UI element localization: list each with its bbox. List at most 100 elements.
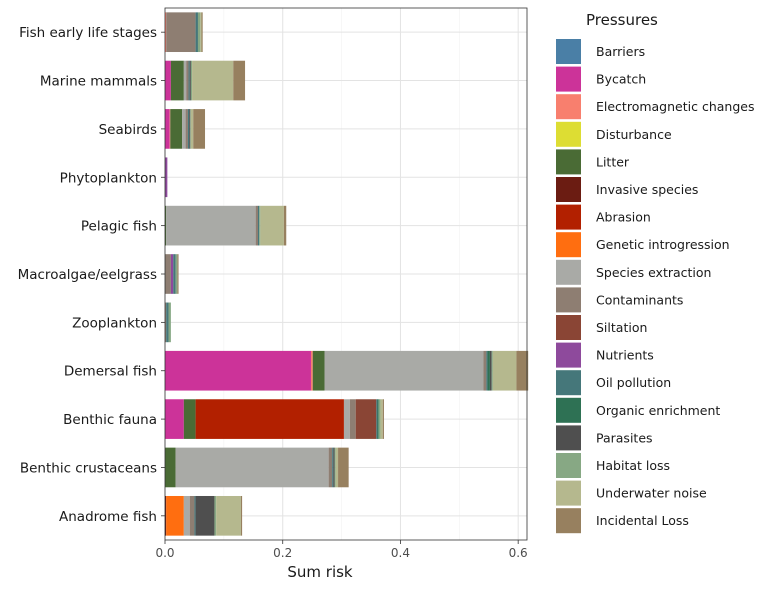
category-label: Demersal fish bbox=[64, 364, 157, 380]
legend-label: Habitat loss bbox=[596, 458, 670, 473]
legend-label: Siltation bbox=[596, 320, 647, 335]
legend-label: Abrasion bbox=[596, 210, 651, 225]
legend-label: Electromagnetic changes bbox=[596, 99, 754, 114]
legend-label: Genetic introgression bbox=[596, 237, 730, 252]
legend-label: Bycatch bbox=[596, 72, 646, 87]
x-tick-label: 0.4 bbox=[391, 546, 410, 560]
bar-segment-species-extraction bbox=[175, 447, 329, 488]
bar-segment-bycatch bbox=[165, 350, 311, 391]
bar-segment-contaminants bbox=[483, 350, 487, 391]
bar-segment-contaminants bbox=[165, 254, 171, 294]
legend-item-litter: Litter bbox=[556, 149, 630, 175]
bar-segment-siltation bbox=[355, 399, 377, 439]
bar-segment-underwater-noise bbox=[492, 350, 517, 391]
bar-segment-habitat-loss bbox=[259, 205, 261, 246]
legend-item-siltation: Siltation bbox=[556, 315, 647, 340]
legend-label: Species extraction bbox=[596, 265, 711, 280]
legend-key bbox=[556, 204, 581, 230]
bar-segment-contaminants bbox=[185, 109, 188, 149]
legend-item-organic-enrichment: Organic enrichment bbox=[556, 397, 720, 423]
bar-segment-litter bbox=[170, 109, 183, 149]
bar-group-phytoplankton bbox=[165, 157, 168, 198]
bar-segment-bycatch bbox=[165, 60, 171, 101]
x-axis-ticks: 0.0 0.2 0.4 0.6 bbox=[155, 540, 528, 560]
bar-segment-litter bbox=[170, 60, 184, 101]
bar-segment-habitat-loss bbox=[491, 350, 493, 391]
category-label: Phytoplankton bbox=[60, 170, 157, 186]
category-label: Benthic crustaceans bbox=[20, 460, 157, 476]
legend-title: Pressures bbox=[586, 11, 658, 29]
legend-key bbox=[556, 508, 581, 534]
bar-segment-contaminants bbox=[328, 447, 333, 488]
bar-segment-underwater-noise bbox=[260, 205, 284, 246]
bar-segment-habitat-loss bbox=[378, 399, 381, 439]
bar-segment-bycatch bbox=[165, 109, 170, 149]
bar-segment-habitat-loss bbox=[334, 447, 336, 488]
bar-segment-species-extraction bbox=[166, 205, 256, 246]
bar-segment-species-extraction bbox=[182, 109, 186, 149]
bar-group-pelagic-fish bbox=[165, 205, 287, 246]
legend-key bbox=[556, 315, 581, 340]
legend-item-species-extraction: Species extraction bbox=[556, 259, 711, 285]
bar-group-zooplankton bbox=[165, 302, 171, 343]
legend-key bbox=[556, 480, 581, 506]
bar-segment-incidental-loss bbox=[283, 205, 287, 246]
legend-item-incidental-loss: Incidental Loss bbox=[556, 508, 689, 534]
bar-segment-species-extraction bbox=[183, 60, 187, 101]
legend-item-abrasion: Abrasion bbox=[556, 204, 651, 230]
bar-segment-habitat-loss bbox=[175, 254, 178, 294]
legend: Barriers Bycatch Electromagnetic changes Di… bbox=[556, 39, 754, 534]
x-axis-title: Sum risk bbox=[287, 563, 353, 581]
legend-key bbox=[556, 121, 581, 147]
category-label: Seabirds bbox=[99, 122, 157, 138]
bar-segment-incidental-loss bbox=[193, 109, 206, 149]
legend-key bbox=[556, 94, 581, 120]
bar-segment-invasive-species bbox=[165, 495, 167, 536]
bar-segment-incidental-loss bbox=[382, 399, 384, 439]
legend-label: Nutrients bbox=[596, 348, 654, 363]
bar-segment-incidental-loss bbox=[201, 12, 203, 53]
bar-segment-litter bbox=[312, 350, 325, 391]
legend-key bbox=[556, 177, 581, 202]
legend-label: Disturbance bbox=[596, 127, 672, 142]
bar-segment-oil-pollution bbox=[187, 109, 190, 149]
bar-segment-organic-enrichment bbox=[487, 350, 490, 391]
bar-segment-electromagnetic-changes bbox=[169, 109, 171, 149]
bar-segment-oil-pollution bbox=[195, 12, 198, 53]
legend-label: Incidental Loss bbox=[596, 513, 689, 528]
legend-key bbox=[556, 287, 581, 313]
bar-segment-litter bbox=[165, 205, 167, 246]
legend-key bbox=[556, 259, 581, 285]
bar-segment-parasites bbox=[195, 495, 215, 536]
bar-segment-incidental-loss bbox=[177, 254, 179, 294]
x-tick-label: 0.6 bbox=[509, 546, 528, 560]
bar-group-macroalgae-eelgrass bbox=[165, 254, 179, 294]
bar-segment-oil-pollution bbox=[332, 447, 334, 488]
legend-item-nutrients: Nutrients bbox=[556, 342, 654, 368]
bar-segment-habitat-loss bbox=[190, 109, 191, 149]
legend-label: Underwater noise bbox=[596, 486, 707, 501]
bar-group-demersal-fish bbox=[165, 350, 529, 391]
bar-segment-parasites bbox=[489, 350, 492, 391]
category-label: Pelagic fish bbox=[81, 219, 157, 235]
legend-key bbox=[556, 149, 581, 175]
category-axis-labels: Fish early life stages Marine mammals Seab… bbox=[18, 25, 165, 525]
bars bbox=[165, 12, 529, 536]
legend-label: Contaminants bbox=[596, 292, 683, 307]
category-label: Anadrome fish bbox=[59, 509, 157, 525]
bar-segment-habitat-loss bbox=[168, 302, 171, 343]
legend-item-contaminants: Contaminants bbox=[556, 287, 683, 313]
legend-key bbox=[556, 39, 581, 64]
x-tick-label: 0.0 bbox=[155, 546, 174, 560]
bar-segment-parasites bbox=[189, 60, 191, 101]
legend-item-disturbance: Disturbance bbox=[556, 121, 672, 147]
legend-item-parasites: Parasites bbox=[556, 425, 653, 451]
bar-segment-parasites bbox=[333, 447, 335, 488]
legend-item-bycatch: Bycatch bbox=[556, 66, 646, 92]
legend-key bbox=[556, 342, 581, 368]
bar-segment-incidental-loss bbox=[516, 350, 529, 391]
bar-segment-oil-pollution bbox=[166, 302, 169, 343]
legend-key bbox=[556, 425, 581, 451]
bar-group-benthic-fauna bbox=[165, 399, 384, 439]
bar-segment-contaminants bbox=[349, 399, 356, 439]
